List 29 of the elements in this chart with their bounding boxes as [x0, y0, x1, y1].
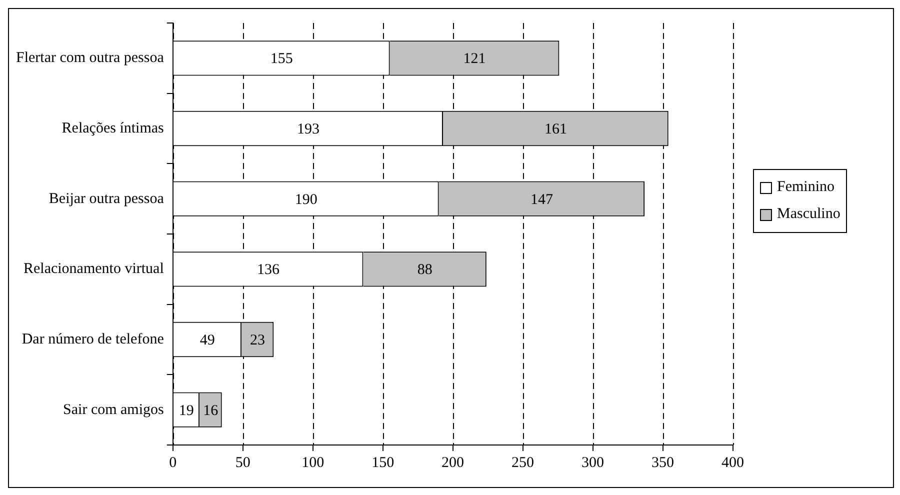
data-label: 190 — [294, 192, 318, 208]
data-label: 121 — [463, 51, 486, 68]
data-label: 16 — [203, 402, 219, 419]
y-tick-label: Flertar com outra pessoa — [16, 50, 164, 66]
data-label: 19 — [178, 402, 194, 419]
x-tick-label: 100 — [302, 454, 324, 471]
data-label: 49 — [200, 332, 215, 348]
data-label: 136 — [257, 262, 280, 278]
text: Feminino — [777, 179, 835, 196]
data-label: 193 — [296, 121, 320, 138]
legend-label: Masculino — [777, 206, 840, 223]
x-tick-label: 200 — [442, 454, 464, 471]
x-tick-label: 50 — [235, 454, 250, 471]
x-tick-label: 0 — [169, 454, 177, 471]
data-label: 155 — [270, 51, 293, 68]
x-tick-label: 150 — [372, 454, 394, 471]
data-label: 161 — [544, 121, 567, 138]
y-tick-label: Sair com amigos — [63, 402, 164, 418]
data-label: 88 — [417, 262, 432, 278]
y-tick-label: Beijar outra pessoa — [48, 190, 164, 207]
y-tick-label: Relacionamento virtual — [23, 261, 164, 278]
y-tick-label: Relações íntimas — [62, 120, 164, 136]
data-label: 23 — [250, 332, 266, 348]
x-tick-label: 400 — [722, 454, 744, 471]
x-tick-label: 250 — [512, 454, 534, 471]
x-tick-label: 350 — [652, 454, 674, 471]
x-tick-label: 300 — [582, 454, 604, 471]
y-tick-label: Dar número de telefone — [22, 331, 164, 348]
data-label: 147 — [530, 192, 554, 208]
